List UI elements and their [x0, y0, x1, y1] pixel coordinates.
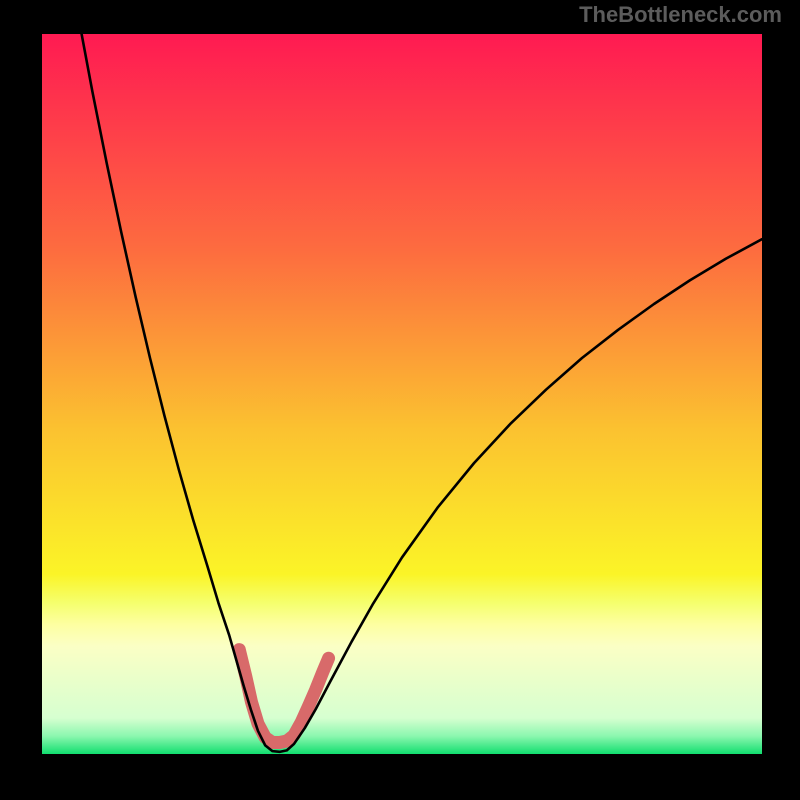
valley-marker: [239, 650, 328, 743]
watermark-text: TheBottleneck.com: [579, 2, 782, 28]
bottleneck-curve: [82, 34, 762, 752]
plot-area: [42, 34, 762, 754]
chart-svg: [42, 34, 762, 754]
chart-root: { "meta": { "source_watermark": "TheBott…: [0, 0, 800, 800]
